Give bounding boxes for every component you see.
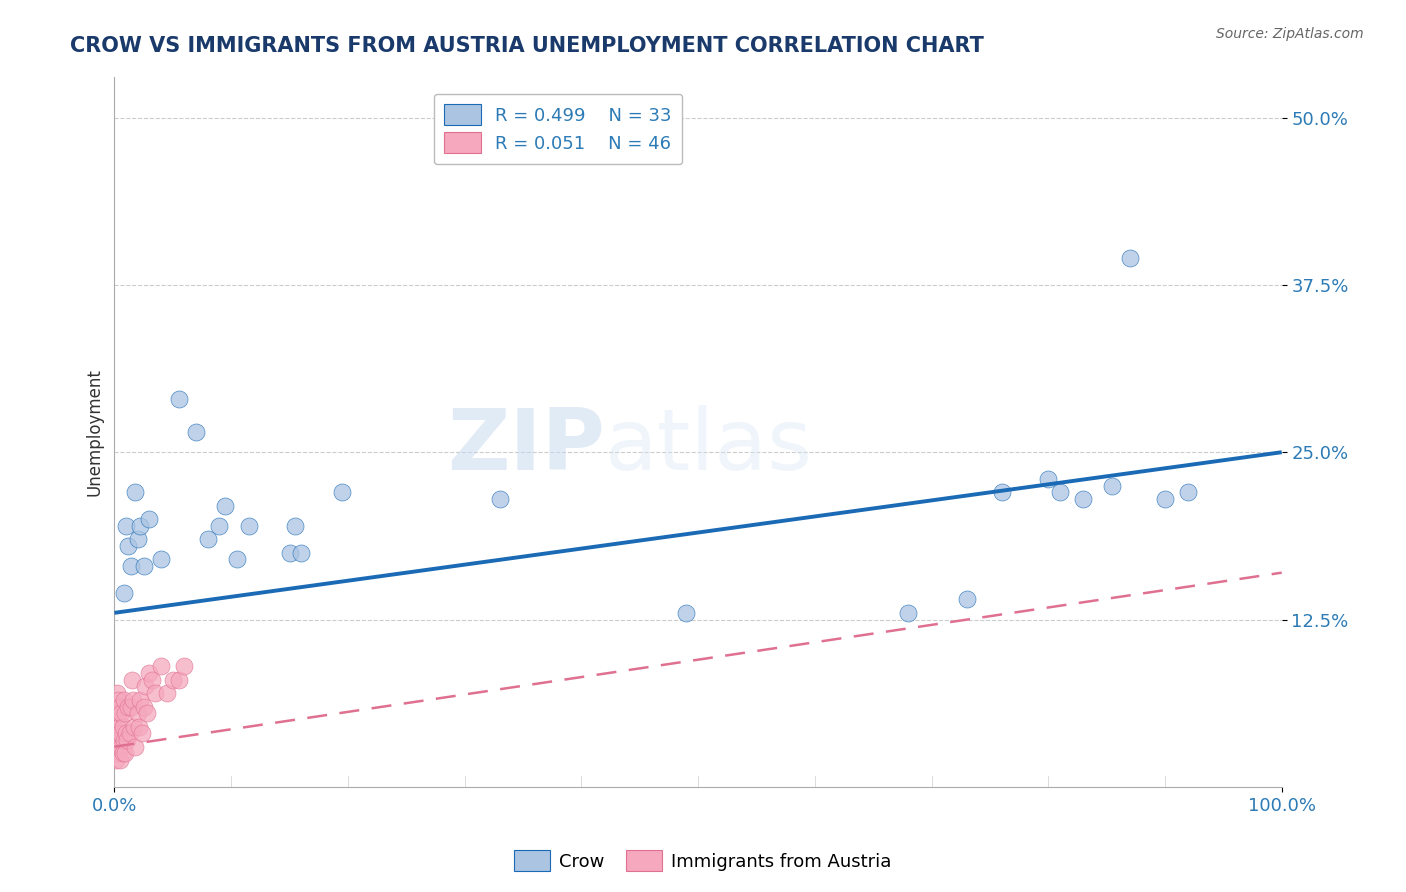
Point	[1177, 485, 1199, 500]
Point	[122, 720, 145, 734]
Point	[110, 726, 132, 740]
Point	[110, 699, 132, 714]
Point	[117, 733, 139, 747]
Point	[990, 485, 1012, 500]
Point	[122, 693, 145, 707]
Y-axis label: Unemployment: Unemployment	[86, 368, 103, 496]
Point	[197, 533, 219, 547]
Point	[114, 706, 136, 721]
Point	[156, 686, 179, 700]
Point	[1049, 485, 1071, 500]
Point	[115, 518, 138, 533]
Point	[290, 546, 312, 560]
Point	[150, 659, 173, 673]
Text: Source: ZipAtlas.com: Source: ZipAtlas.com	[1216, 27, 1364, 41]
Point	[141, 673, 163, 687]
Point	[150, 552, 173, 566]
Point	[112, 586, 135, 600]
Point	[120, 699, 142, 714]
Point	[214, 499, 236, 513]
Legend: Crow, Immigrants from Austria: Crow, Immigrants from Austria	[508, 843, 898, 879]
Point	[120, 559, 142, 574]
Point	[108, 733, 131, 747]
Point	[1119, 251, 1142, 265]
Point	[184, 425, 207, 439]
Point	[121, 673, 143, 687]
Point	[111, 720, 134, 734]
Point	[1071, 491, 1094, 506]
Point	[1101, 478, 1123, 492]
Point	[134, 680, 156, 694]
Point	[132, 559, 155, 574]
Point	[104, 726, 127, 740]
Point	[112, 733, 135, 747]
Point	[238, 518, 260, 533]
Point	[162, 673, 184, 687]
Point	[107, 747, 129, 761]
Point	[675, 606, 697, 620]
Point	[167, 673, 190, 687]
Point	[107, 720, 129, 734]
Point	[167, 392, 190, 406]
Point	[330, 485, 353, 500]
Point	[129, 693, 152, 707]
Point	[107, 693, 129, 707]
Legend: R = 0.499    N = 33, R = 0.051    N = 46: R = 0.499 N = 33, R = 0.051 N = 46	[433, 94, 682, 164]
Point	[110, 739, 132, 754]
Point	[112, 693, 135, 707]
Point	[114, 747, 136, 761]
Text: ZIP: ZIP	[447, 405, 605, 488]
Point	[173, 659, 195, 673]
Point	[129, 518, 152, 533]
Point	[104, 753, 127, 767]
Point	[110, 706, 132, 721]
Point	[1038, 472, 1060, 486]
Point	[104, 699, 127, 714]
Point	[117, 699, 139, 714]
Point	[118, 726, 141, 740]
Point	[127, 706, 149, 721]
Point	[111, 747, 134, 761]
Point	[124, 739, 146, 754]
Point	[143, 686, 166, 700]
Point	[132, 699, 155, 714]
Point	[105, 686, 128, 700]
Point	[115, 726, 138, 740]
Point	[110, 753, 132, 767]
Point	[117, 539, 139, 553]
Point	[136, 706, 159, 721]
Point	[128, 720, 150, 734]
Point	[131, 726, 153, 740]
Point	[138, 666, 160, 681]
Text: atlas: atlas	[605, 405, 813, 488]
Point	[108, 706, 131, 721]
Point	[955, 592, 977, 607]
Point	[1154, 491, 1177, 506]
Point	[897, 606, 920, 620]
Point	[105, 713, 128, 727]
Point	[226, 552, 249, 566]
Point	[208, 518, 231, 533]
Point	[124, 485, 146, 500]
Point	[488, 491, 510, 506]
Point	[278, 546, 301, 560]
Point	[127, 533, 149, 547]
Point	[284, 518, 307, 533]
Text: CROW VS IMMIGRANTS FROM AUSTRIA UNEMPLOYMENT CORRELATION CHART: CROW VS IMMIGRANTS FROM AUSTRIA UNEMPLOY…	[70, 36, 984, 55]
Point	[105, 739, 128, 754]
Point	[138, 512, 160, 526]
